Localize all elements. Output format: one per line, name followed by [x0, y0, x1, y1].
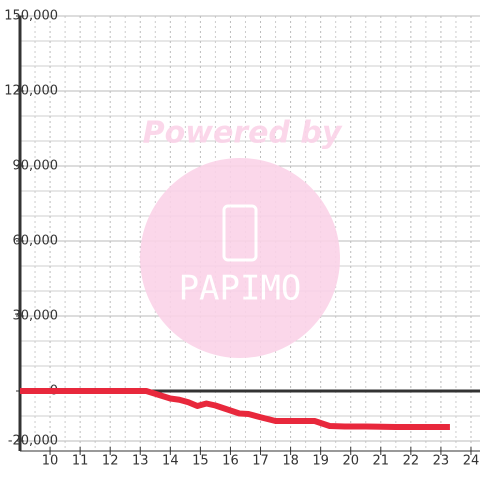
- x-tick-label: 17: [252, 454, 269, 469]
- y-tick-label: -20,000: [8, 434, 58, 449]
- y-tick-label: 30,000: [13, 309, 59, 324]
- x-tick-label: 14: [162, 454, 179, 469]
- x-tick-label: 12: [102, 454, 119, 469]
- plot: -20,000030,00060,00090,000120,000150,000…: [4, 9, 480, 469]
- watermark-logo: PAPIMO: [179, 269, 302, 309]
- x-tick-label: 23: [433, 454, 450, 469]
- x-tick-label: 16: [222, 454, 239, 469]
- y-tick-label: 90,000: [13, 159, 59, 174]
- x-tick-label: 10: [42, 454, 59, 469]
- x-tick-label: 13: [132, 454, 149, 469]
- x-tick-label: 21: [373, 454, 390, 469]
- x-tick-label: 20: [342, 454, 359, 469]
- x-tick-label: 11: [72, 454, 89, 469]
- x-tick-label: 15: [192, 454, 209, 469]
- watermark-circle: [140, 158, 340, 358]
- x-tick-label: 24: [463, 454, 480, 469]
- watermark-icon: [222, 204, 258, 262]
- x-tick-label: 18: [282, 454, 299, 469]
- x-tick-label: 22: [403, 454, 420, 469]
- y-tick-label: 150,000: [4, 9, 58, 24]
- watermark: Powered by PAPIMO: [140, 116, 343, 358]
- series-line: [20, 388, 450, 430]
- y-tick-label: 60,000: [13, 234, 59, 249]
- y-tick-label: 120,000: [4, 84, 58, 99]
- x-tick-label: 19: [312, 454, 329, 469]
- watermark-text: Powered by: [143, 116, 343, 151]
